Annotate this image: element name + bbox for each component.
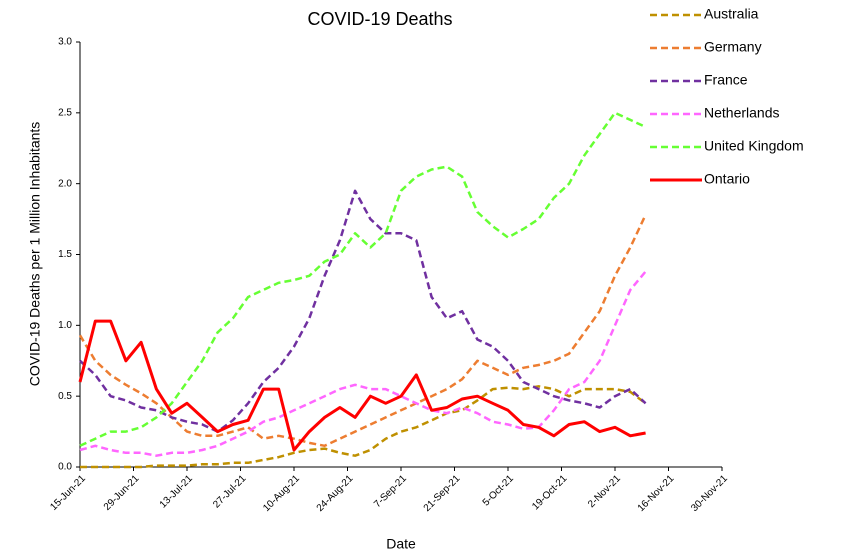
y-tick-label: 2.0: [58, 178, 72, 189]
y-tick-label: 0.0: [58, 462, 72, 473]
x-tick-label: 15-Jun-21: [48, 473, 88, 513]
x-tick-label: 5-Oct-21: [481, 473, 517, 509]
series-line: [79, 189, 647, 433]
legend-label: Ontario: [704, 171, 750, 187]
x-tick-label: 16-Nov-21: [636, 473, 677, 514]
x-tick-label: 30-Nov-21: [689, 473, 730, 514]
y-tick-label: 2.5: [58, 107, 72, 118]
series-line: [78, 214, 647, 448]
y-tick-label: 1.5: [58, 249, 72, 260]
chart-title: COVID-19 Deaths: [307, 9, 452, 29]
x-tick-label: 13-Jul-21: [158, 473, 196, 511]
x-tick-label: 19-Oct-21: [530, 473, 570, 513]
series-line: [78, 319, 646, 452]
legend-label: Australia: [704, 6, 759, 22]
x-tick-label: 7-Sep-21: [372, 473, 409, 510]
y-tick-label: 3.0: [58, 37, 72, 48]
x-tick-label: 2-Nov-21: [586, 473, 623, 510]
x-tick-label: 29-Jun-21: [102, 473, 142, 513]
series-line: [80, 385, 647, 469]
x-tick-label: 27-Jul-21: [211, 473, 249, 511]
y-tick-label: 1.0: [58, 320, 72, 331]
x-tick-label: 21-Sep-21: [422, 473, 463, 514]
legend-label: Germany: [704, 39, 762, 55]
series-line: [79, 270, 647, 457]
y-axis-label: COVID-19 Deaths per 1 Million Inhabitant…: [27, 122, 43, 387]
x-tick-label: 24-Aug-21: [315, 473, 356, 514]
legend-label: Netherlands: [704, 105, 780, 121]
x-axis-label: Date: [386, 536, 416, 552]
legend-label: United Kingdom: [704, 138, 804, 154]
legend-label: France: [704, 72, 748, 88]
series-line: [79, 111, 647, 447]
y-tick-label: 0.5: [58, 391, 72, 402]
x-tick-label: 10-Aug-21: [261, 473, 302, 514]
